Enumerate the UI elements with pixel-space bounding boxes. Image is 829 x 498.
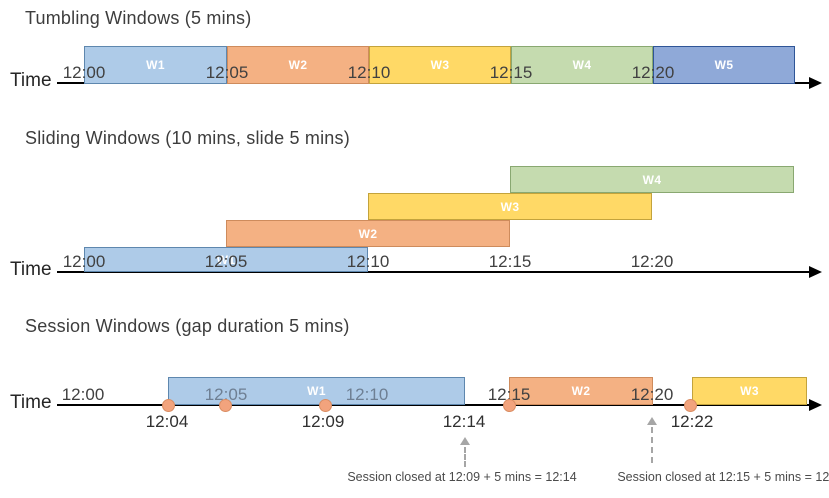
axis-tick-label: 12:00 [61,385,105,404]
axis-tick-label: 12:10 [347,63,391,82]
axis-tick-label: 12:20 [630,252,674,271]
axis-tick-label: 12:20 [630,385,674,404]
event-dot [319,399,332,412]
dashed-up-arrow-icon [459,437,471,467]
window-label: W4 [572,58,592,72]
axis-tick-label: 12:15 [488,252,532,271]
tumbling-window-w2: W2 [227,46,369,84]
time-axis-label: Time [10,70,52,91]
section-title: Session Windows (gap duration 5 mins) [25,316,350,336]
sliding-window-w3: W3 [368,193,652,220]
window-label: W3 [500,199,520,214]
window-label: W2 [288,58,308,72]
section-title: Tumbling Windows (5 mins) [25,8,252,28]
axis-tick-label: 12:05 [205,63,249,82]
axis-tick-label: 12:00 [62,252,106,271]
window-label: W5 [714,58,734,72]
event-time-label: 12:22 [670,412,714,431]
sliding-window-w1: W1 [84,247,368,272]
event-dot [503,399,516,412]
event-time-label: 12:14 [442,412,486,431]
window-label: W2 [358,226,378,241]
time-axis-label: Time [10,392,52,413]
event-time-label: 12:04 [145,412,189,431]
dashed-up-arrow-icon [646,417,658,463]
axis-tick-label: 12:05 [204,252,248,271]
axis-tick-label: 12:10 [345,385,389,404]
window-label: W1 [216,252,236,267]
axis-tick-label: 12:15 [489,63,533,82]
axis-tick-label: 12:20 [631,63,675,82]
sliding-window-w4: W4 [510,166,794,193]
tumbling-window-w4: W4 [511,46,653,84]
section-title: Sliding Windows (10 mins, slide 5 mins) [25,128,350,148]
dashed-line [651,427,653,463]
window-label: W3 [430,58,450,72]
event-dot [162,399,175,412]
event-dot [684,399,697,412]
axis-tick-label: 12:10 [346,252,390,271]
axis-arrowhead-icon [809,77,822,89]
time-axis-line [57,271,812,273]
event-dot [219,399,232,412]
tumbling-window-w1: W1 [84,46,227,84]
axis-tick-label: 12:15 [487,385,531,404]
tumbling-window-w5: W5 [653,46,795,84]
session-closed-note: Session closed at 12:09 + 5 mins = 12:14 [347,470,577,484]
time-axis-label: Time [10,259,52,280]
time-axis-line [57,404,812,406]
window-label: W2 [571,384,591,398]
session-window-w1: W1 [168,377,465,405]
arrowhead-icon [647,417,657,425]
window-label: W1 [307,384,326,398]
dashed-line [464,447,466,467]
sliding-window-w2: W2 [226,220,510,247]
axis-arrowhead-icon [809,266,822,278]
window-label: W3 [740,384,759,398]
session-window-w2: W2 [509,377,653,405]
axis-arrowhead-icon [809,399,822,411]
session-closed-note: Session closed at 12:15 + 5 mins = 12:20 [617,470,829,484]
arrowhead-icon [460,437,470,445]
window-label: W4 [642,172,662,187]
tumbling-window-w3: W3 [369,46,511,84]
event-time-label: 12:09 [301,412,345,431]
window-label: W1 [146,58,165,72]
axis-tick-label: 12:00 [62,63,106,82]
axis-tick-label: 12:05 [204,385,248,404]
session-window-w3: W3 [692,377,807,405]
